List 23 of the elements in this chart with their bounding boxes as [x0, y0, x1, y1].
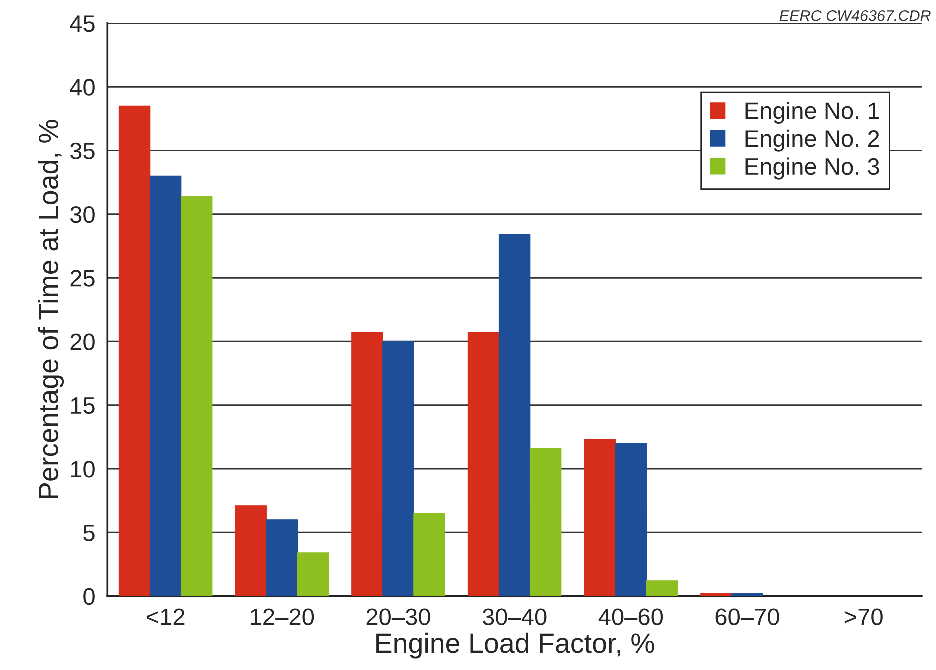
y-tick-label: 5 — [84, 524, 95, 542]
y-tick-label: 15 — [71, 398, 95, 414]
x-tick-label: 12–20 — [251, 608, 314, 626]
y-tick-label: 30 — [70, 206, 95, 224]
y-tick-label: 25 — [70, 270, 95, 287]
x-tick-label: >70 — [844, 608, 883, 626]
x-tick-label: 20–30 — [366, 608, 430, 626]
y-tick-label: 20 — [70, 334, 95, 350]
legend-label: Engine No. 3 — [746, 158, 880, 180]
y-axis-title: Percentage of Time at Load, % — [38, 120, 64, 498]
y-tick-label: 45 — [70, 16, 95, 32]
y-tick-label: 35 — [70, 142, 95, 160]
legend-label: Engine No. 1 — [746, 102, 880, 124]
y-tick-label: 10 — [71, 461, 95, 478]
x-tick-label: 40–60 — [598, 608, 664, 626]
x-tick-label: 30–40 — [482, 608, 547, 626]
x-tick-label: 60–70 — [716, 608, 780, 626]
text: EERC CW46367.CDR — [780, 10, 931, 22]
y-tick-label: 0 — [84, 588, 95, 606]
x-axis-title: Engine Load Factor, % — [376, 632, 654, 659]
legend-label: Engine No. 2 — [746, 130, 880, 152]
y-tick-label: 40 — [70, 79, 95, 96]
x-tick-label: <12 — [146, 608, 185, 626]
